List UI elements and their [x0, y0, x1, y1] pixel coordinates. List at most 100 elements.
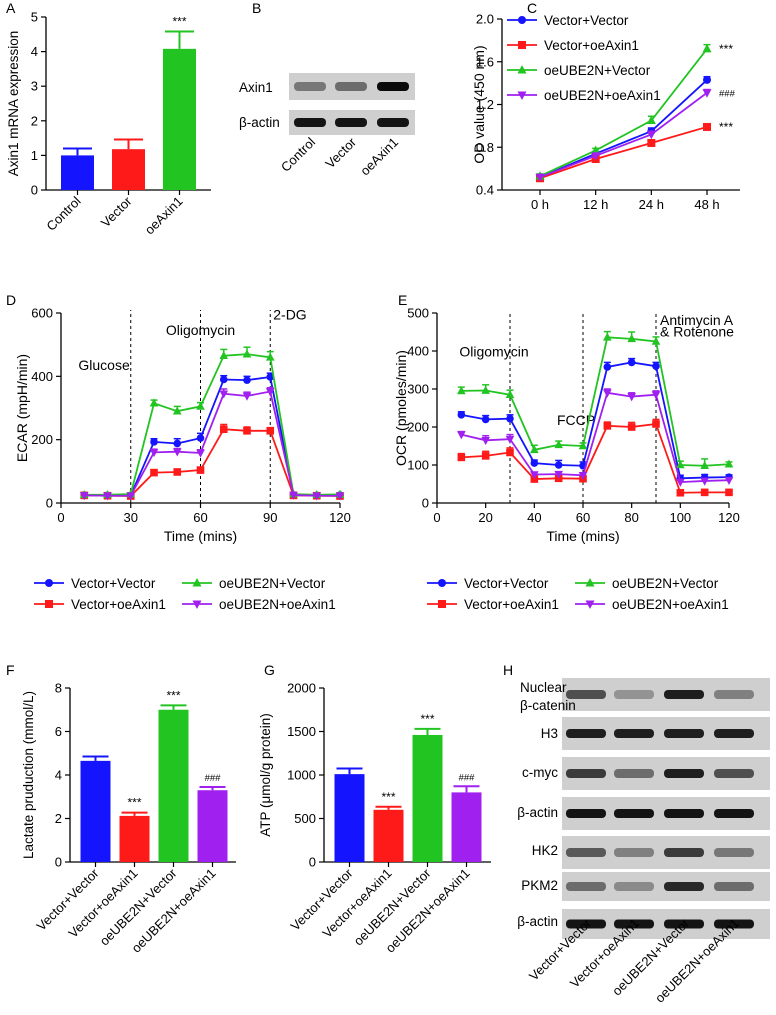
data-point: [45, 600, 53, 608]
x-tick-label: oeAxin1: [142, 194, 186, 238]
blot-band: [614, 882, 654, 891]
injection-label: Antimycin A: [660, 312, 734, 328]
blot-band: [294, 118, 326, 127]
legend-label: oeUBE2N+Vector: [544, 63, 651, 78]
significance-label: ###: [459, 772, 476, 783]
y-tick-label: 1.6: [476, 54, 494, 69]
series-line: [84, 390, 340, 497]
x-tick-label: 0 h: [531, 197, 549, 212]
legend-label: Vector+Vector: [464, 576, 549, 591]
legend-label: oeUBE2N+Vector: [219, 576, 326, 591]
data-point: [192, 600, 202, 609]
data-point: [457, 431, 466, 440]
x-tick-label: 40: [527, 510, 541, 525]
data-point: [700, 477, 709, 486]
y-tick-label: 4: [31, 44, 38, 59]
data-point: [725, 488, 733, 497]
data-point: [591, 145, 601, 154]
x-tick-label: Control: [43, 193, 83, 233]
x-axis-label: Time (mins): [546, 528, 619, 544]
data-point: [585, 600, 595, 609]
blot-lane-label: oeAxin1: [357, 135, 401, 179]
blot-band: [566, 882, 606, 891]
blot-band: [294, 82, 326, 91]
blot-band: [664, 919, 704, 929]
y-tick-label: 8: [55, 681, 62, 696]
data-point: [505, 389, 515, 398]
x-axis-label: Time (mins): [164, 528, 237, 544]
data-point: [126, 492, 136, 501]
y-tick-label: 600: [31, 306, 53, 321]
data-point: [676, 488, 685, 497]
data-point: [481, 452, 490, 460]
blot-band: [614, 848, 654, 857]
legend-label: Vector+oeAxin1: [464, 597, 559, 612]
legend-label: oeUBE2N+Vector: [612, 576, 719, 591]
data-point: [173, 439, 182, 448]
data-point: [652, 362, 660, 371]
data-point: [700, 460, 709, 470]
bar: [451, 792, 482, 862]
data-point: [603, 332, 612, 341]
blot-band: [566, 690, 606, 699]
data-point: [312, 492, 322, 501]
data-point: [652, 420, 660, 428]
panel-letter: H: [503, 662, 513, 678]
blot-band: [714, 729, 754, 738]
blot-band: [566, 809, 606, 818]
blot-band: [664, 729, 704, 738]
chart-D: 0 200 400 600 0 30 60 90 120 ECAR (mpH/min) Time (…: [14, 306, 351, 545]
blot-row-label: β-actin: [239, 115, 280, 130]
data-point: [266, 427, 275, 435]
x-tick-label: 12 h: [583, 197, 608, 212]
bar: [334, 774, 365, 862]
y-tick-label: 4: [55, 768, 62, 783]
data-point: [651, 391, 661, 400]
blot-band: [566, 919, 606, 929]
blot-band: [714, 809, 754, 818]
significance-label: ***: [719, 120, 733, 134]
panel-letter: E: [398, 292, 407, 308]
blot-lane-label: Control: [278, 134, 318, 174]
y-tick-label: 0: [422, 496, 429, 511]
significance-label: ***: [166, 688, 180, 702]
data-point: [219, 425, 228, 434]
data-point: [196, 449, 205, 458]
data-point: [585, 578, 595, 587]
blot-row-label: Axin1: [239, 80, 273, 95]
data-point: [266, 373, 275, 381]
blot-row-label: β-actin: [517, 914, 558, 929]
data-point: [103, 492, 112, 501]
legend-label: Vector+Vector: [544, 13, 629, 28]
data-point: [554, 470, 563, 479]
y-tick-label: 200: [407, 420, 429, 435]
injection-label: Oligomycin: [459, 344, 528, 360]
x-tick-label: Vector+oeAxin1: [319, 866, 394, 941]
data-point: [603, 389, 612, 398]
data-point: [703, 122, 711, 131]
significance-label: ***: [381, 790, 395, 804]
blot-row-label: HK2: [532, 843, 558, 858]
data-point: [554, 440, 563, 449]
blot-band: [714, 848, 754, 857]
blot-band: [714, 882, 754, 891]
y-axis-label: Lactate pruduction (mmol/L): [21, 691, 36, 859]
blot-band: [614, 769, 654, 778]
blot-row-label: PKM2: [521, 878, 558, 893]
bar: [163, 48, 196, 190]
data-point: [518, 16, 526, 24]
data-point: [700, 488, 709, 497]
blot-band: [614, 919, 654, 929]
x-tick-label: 30: [124, 510, 138, 525]
blot-band: [614, 809, 654, 818]
data-point: [335, 492, 345, 501]
data-point: [149, 449, 159, 458]
y-tick-label: 3: [31, 79, 38, 94]
series-line: [461, 391, 730, 484]
blot-band: [335, 82, 367, 91]
blot-H: Nuclear β-catenin H3 c-myc β-actin HK2 PKM2 β-a…: [517, 678, 770, 1006]
x-tick-label: 48 h: [694, 197, 719, 212]
